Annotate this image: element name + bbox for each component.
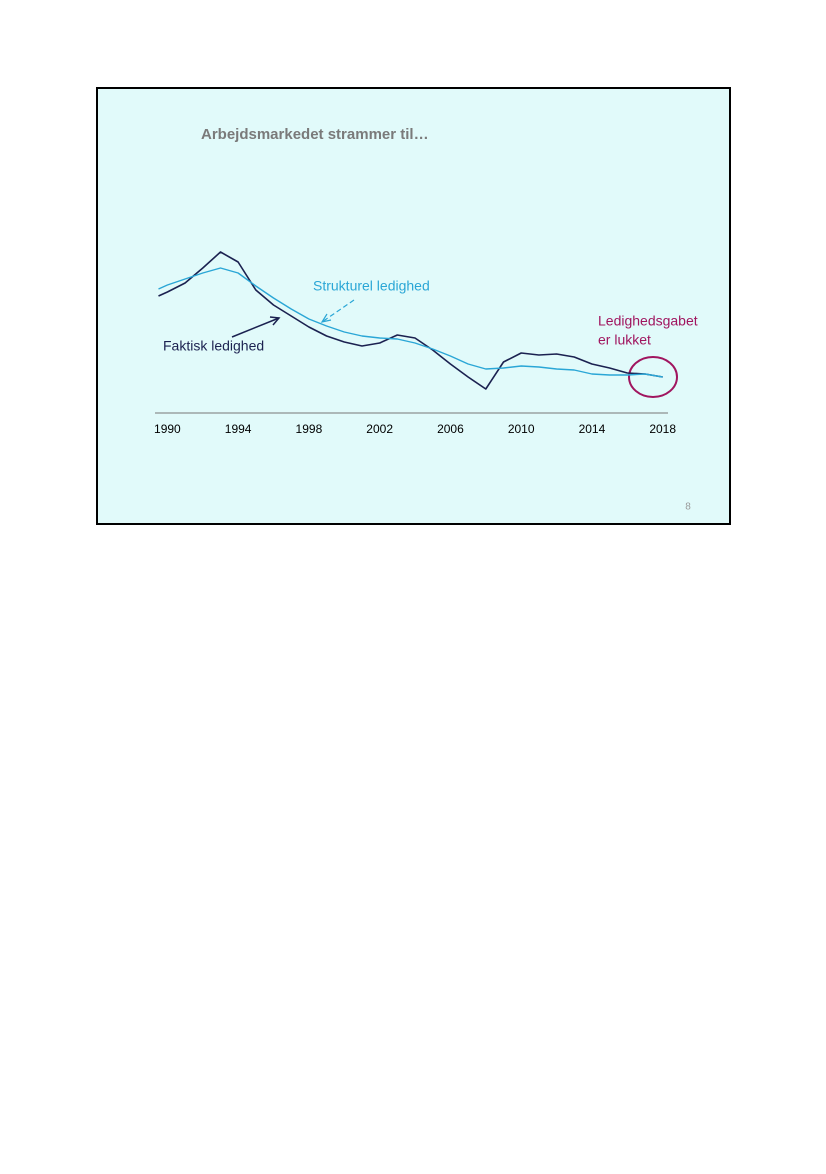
x-tick-label: 1990 <box>154 422 181 436</box>
arrow <box>231 317 280 338</box>
x-tick-label: 2010 <box>508 422 535 436</box>
slide <box>96 87 731 525</box>
series-label: Faktisk ledighed <box>163 338 264 354</box>
annotation: Ledighedsgabet <box>598 313 698 329</box>
series-line <box>158 251 663 390</box>
annotation: er lukket <box>598 332 651 348</box>
arrowhead <box>320 313 332 323</box>
series-label: Strukturel ledighed <box>313 278 430 294</box>
x-tick-label: 2002 <box>366 422 393 436</box>
arrowhead <box>269 316 281 326</box>
chart-title: Arbejdsmarkedet strammer til… <box>201 126 429 143</box>
x-tick-label: 1998 <box>296 422 323 436</box>
arrow <box>321 299 355 323</box>
x-tick-label: 2018 <box>649 422 676 436</box>
series-line <box>158 267 663 378</box>
highlight-circle <box>628 356 678 398</box>
x-tick-label: 2014 <box>579 422 606 436</box>
page-number: 8 <box>685 502 691 513</box>
x-tick-label: 1994 <box>225 422 252 436</box>
x-tick-label: 2006 <box>437 422 464 436</box>
